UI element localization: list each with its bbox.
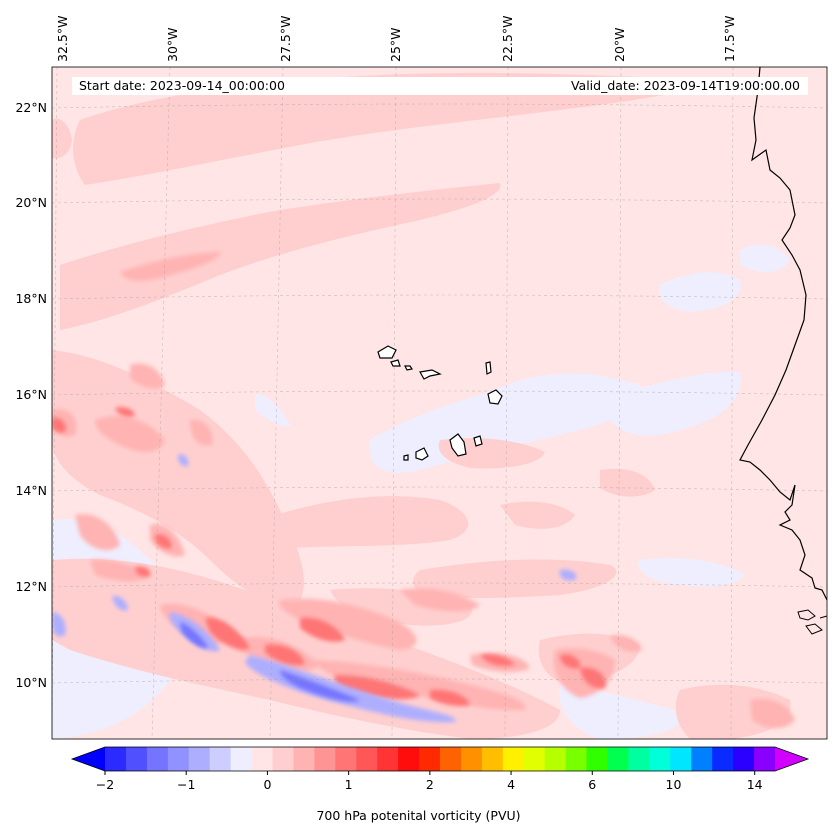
colorbar-swatch xyxy=(733,747,755,771)
colorbar-label: 700 hPa potenital vorticity (PVU) xyxy=(316,808,521,823)
lon-label: 25°W xyxy=(388,27,403,62)
colorbar-extend-min xyxy=(72,747,105,771)
island-sao-vicente xyxy=(390,359,401,367)
colorbar-swatch xyxy=(419,747,441,771)
lon-label: 22.5°W xyxy=(500,16,515,62)
colorbar-tick-label: 0 xyxy=(263,777,271,792)
colorbar-tick-label: 14 xyxy=(747,777,763,792)
island-sal xyxy=(485,361,492,375)
colorbar-tick-label: 6 xyxy=(588,777,596,792)
colorbar-swatch xyxy=(712,747,734,771)
lon-label: 17.5°W xyxy=(722,16,737,62)
lon-label: 32.5°W xyxy=(55,16,70,62)
colorbar-swatch xyxy=(356,747,378,771)
colorbar-tick-label: −2 xyxy=(96,777,114,792)
cape-verde-islands xyxy=(377,345,503,461)
island-santiago xyxy=(449,433,467,457)
colorbar-swatch xyxy=(649,747,671,771)
colorbar-swatch xyxy=(314,747,336,771)
colorbar-swatch xyxy=(105,747,127,771)
colorbar-swatch xyxy=(209,747,232,771)
lat-label: 10°N xyxy=(15,675,47,690)
colorbar-swatch xyxy=(167,747,190,771)
colorbar-swatch xyxy=(272,747,294,771)
colorbar-swatch xyxy=(523,747,546,771)
colorbar-tick-label: 2 xyxy=(426,777,434,792)
valid-date-label: Valid_date: 2023-09-14T19:00:00.00 xyxy=(570,77,800,95)
colorbar-tick-label: 10 xyxy=(666,777,682,792)
island-sao-nicolau xyxy=(419,369,442,380)
island-maio xyxy=(473,435,483,447)
start-date-label: Start date: 2023-09-14_00:00:00 xyxy=(79,77,285,95)
lon-label: 30°W xyxy=(165,27,180,62)
colorbar-swatch xyxy=(460,747,483,771)
colorbar-swatch xyxy=(251,747,273,771)
lat-label: 18°N xyxy=(15,291,47,306)
colorbar-swatch xyxy=(293,747,315,771)
longitude-labels: 32.5°W 30°W 27.5°W 25°W 22.5°W 20°W 17.5… xyxy=(55,16,737,62)
colorbar-swatch xyxy=(125,747,148,771)
island-boa-vista xyxy=(487,389,503,405)
lat-label: 12°N xyxy=(15,579,47,594)
colorbar-swatch xyxy=(565,747,588,771)
island-brava xyxy=(403,454,409,461)
lon-label: 20°W xyxy=(612,27,627,62)
coastline-africa xyxy=(739,67,827,601)
colorbar-swatch xyxy=(607,747,629,771)
colorbar-swatch xyxy=(544,747,567,771)
colorbar-swatch xyxy=(440,747,462,771)
lat-label: 20°N xyxy=(15,195,47,210)
colorbar-swatch xyxy=(335,747,357,771)
colorbar-tick-label: 1 xyxy=(345,777,353,792)
colorbar-swatch xyxy=(628,747,650,771)
colorbar-swatch xyxy=(691,747,713,771)
colorbar-swatch xyxy=(586,747,608,771)
colorbar-swatch xyxy=(230,747,253,771)
high-pv-patches xyxy=(52,407,606,706)
strongest-negative-cores xyxy=(180,622,360,702)
latitude-labels: 22°N 20°N 18°N 16°N 14°N 12°N 10°N xyxy=(15,100,47,690)
colorbar: −2 −1 0 1 2 4 6 10 14 xyxy=(70,746,810,792)
lat-label: 22°N xyxy=(15,100,47,115)
colorbar-swatch xyxy=(481,747,504,771)
lat-label: 16°N xyxy=(15,387,47,402)
island-santo-antao xyxy=(377,345,397,359)
colorbar-extend-max xyxy=(775,747,808,771)
colorbar-tick-label: −1 xyxy=(177,777,195,792)
colorbar-swatch xyxy=(146,747,169,771)
graticule xyxy=(52,67,827,739)
colorbar-swatch xyxy=(398,747,420,771)
pv-contour-fill xyxy=(52,72,795,739)
island-santa-luzia xyxy=(404,365,413,371)
colorbar-swatch xyxy=(502,747,525,771)
island-fogo xyxy=(415,447,429,461)
colorbar-swatch xyxy=(754,747,776,771)
colorbar-swatch xyxy=(670,747,692,771)
map-frame xyxy=(51,66,828,740)
colorbar-swatch xyxy=(377,747,399,771)
colorbar-swatch xyxy=(188,747,211,771)
lat-label: 14°N xyxy=(15,483,47,498)
colorbar-tick-label: 4 xyxy=(507,777,515,792)
lon-label: 27.5°W xyxy=(278,16,293,62)
coastline-bissau xyxy=(797,609,828,635)
